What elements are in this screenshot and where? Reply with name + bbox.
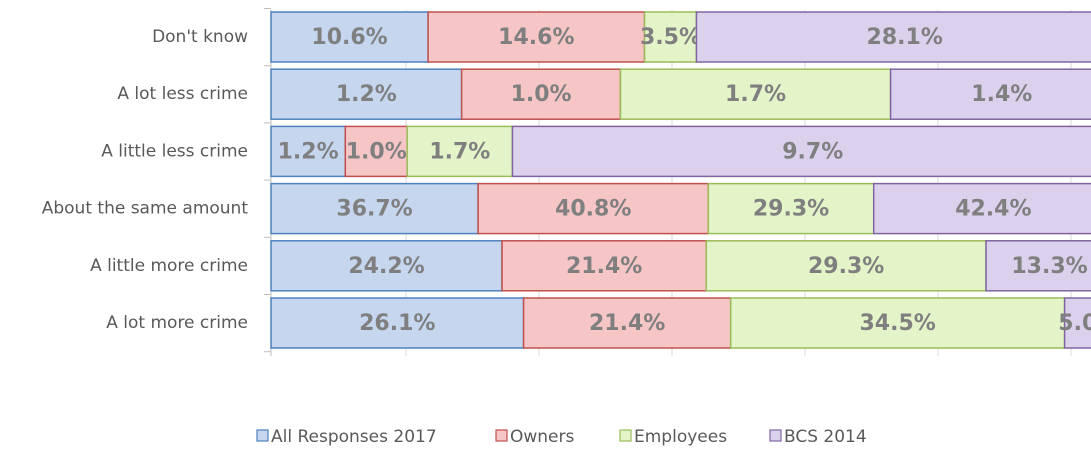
category-label: A lot less crime [117, 84, 248, 104]
category-label: About the same amount [42, 199, 249, 219]
category-label: A little less crime [101, 141, 248, 161]
bar-segment [344, 125, 408, 178]
legend-label: Owners [510, 427, 575, 447]
category-label: A little more crime [90, 256, 248, 276]
bar-segment [985, 240, 1091, 292]
data-label: 21.4% [589, 311, 665, 336]
bar-segment [707, 182, 875, 235]
legend-label: BCS 2014 [784, 427, 867, 447]
data-label: 9.7% [782, 139, 843, 164]
data-label: 29.3% [808, 254, 884, 279]
bar-segment [729, 297, 1066, 349]
legend-swatch [256, 429, 269, 442]
data-label: 21.4% [566, 254, 642, 279]
bar-segment [889, 68, 1091, 120]
data-label: 1.4% [971, 82, 1032, 107]
data-label: 36.7% [336, 197, 412, 222]
legend-swatch [619, 429, 632, 442]
data-label: 42.4% [955, 197, 1031, 222]
bar-segment [511, 125, 1091, 178]
bar-segment [270, 182, 479, 235]
data-label: 29.3% [753, 197, 829, 222]
data-label: 14.6% [498, 25, 574, 50]
bar-segment [270, 240, 503, 292]
bar-segment [872, 182, 1091, 235]
data-label: 34.5% [859, 311, 935, 336]
legend-label: Employees [634, 427, 727, 447]
bar-segment [477, 182, 710, 235]
legend-swatch [769, 429, 782, 442]
data-label: 28.1% [867, 25, 943, 50]
bar-segment [695, 11, 1091, 63]
bar-segment [270, 68, 463, 120]
data-label: 1.2% [336, 82, 397, 107]
category-label: Don't know [152, 27, 248, 47]
bar-segment [522, 297, 732, 349]
bar-segment [270, 297, 525, 349]
data-label: 10.6% [311, 25, 387, 50]
bar-segment [501, 240, 708, 292]
data-label: 13.3% [1011, 254, 1087, 279]
bar-segment [619, 68, 892, 120]
data-label: 1.0% [346, 139, 407, 164]
data-label: 1.0% [511, 82, 572, 107]
data-label: 40.8% [555, 197, 631, 222]
data-label: 5.0% [1058, 311, 1091, 336]
data-label: 3.5% [640, 25, 701, 50]
category-label: A lot more crime [106, 313, 248, 333]
legend-label: All Responses 2017 [271, 427, 437, 447]
bar-segment [270, 125, 347, 178]
data-label: 1.7% [429, 139, 490, 164]
data-label: 1.2% [278, 139, 339, 164]
bar-segment [1063, 297, 1091, 349]
legend-swatch [495, 429, 508, 442]
data-label: 1.7% [725, 82, 786, 107]
data-label: 24.2% [348, 254, 424, 279]
data-label: 26.1% [359, 311, 435, 336]
bar-segment [705, 240, 987, 292]
